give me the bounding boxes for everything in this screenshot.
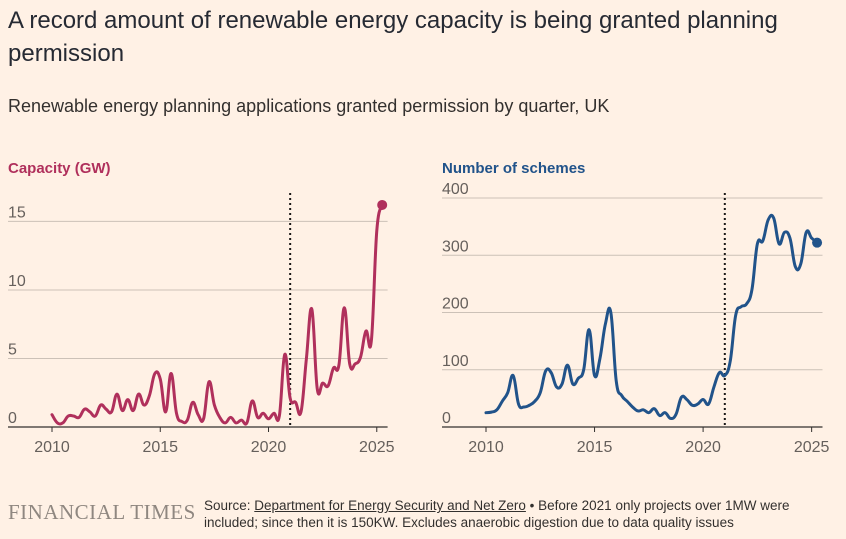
schemes-series-line [484,213,819,421]
capacity-y-tick-label: 5 [8,341,17,358]
source-details: • Before 2021 only projects over 1MW wer… [204,498,790,530]
schemes-y-tick-label: 300 [442,238,469,255]
capacity-x-tick-label: 2015 [142,439,178,456]
schemes-panel-label: Number of schemes [442,160,586,177]
capacity-series-line [50,203,384,426]
schemes-x-tick-label: 2015 [577,439,613,456]
schemes-y-tick-label: 400 [442,181,469,198]
capacity-y-tick-label: 0 [8,410,17,427]
schemes-y-tick-label: 200 [442,296,469,313]
schemes-x-tick-label: 2020 [685,439,721,456]
source-prefix: Source: [204,498,255,513]
capacity-y-tick-label: 15 [8,204,26,221]
source-link[interactable]: Department for Energy Security and Net Z… [254,498,526,513]
schemes-y-tick-label: 100 [442,353,469,370]
capacity-x-tick-label: 2025 [359,439,395,456]
ft-logo: FINANCIAL TIMES [8,500,196,524]
schemes-x-tick-label: 2010 [468,439,504,456]
schemes-y-tick-label: 0 [442,410,451,427]
chart-title: A record amount of renewable energy capa… [8,7,778,67]
capacity-x-tick-label: 2010 [34,439,70,456]
chart-subtitle: Renewable energy planning applications g… [8,96,610,116]
schemes-x-tick-label: 2025 [794,439,830,456]
capacity-end-point [377,199,388,210]
source-note: Source: Department for Energy Security a… [204,497,840,531]
capacity-panel-label: Capacity (GW) [8,160,111,177]
capacity-y-tick-label: 10 [8,273,26,290]
schemes-end-point [812,237,823,248]
capacity-x-tick-label: 2020 [251,439,287,456]
